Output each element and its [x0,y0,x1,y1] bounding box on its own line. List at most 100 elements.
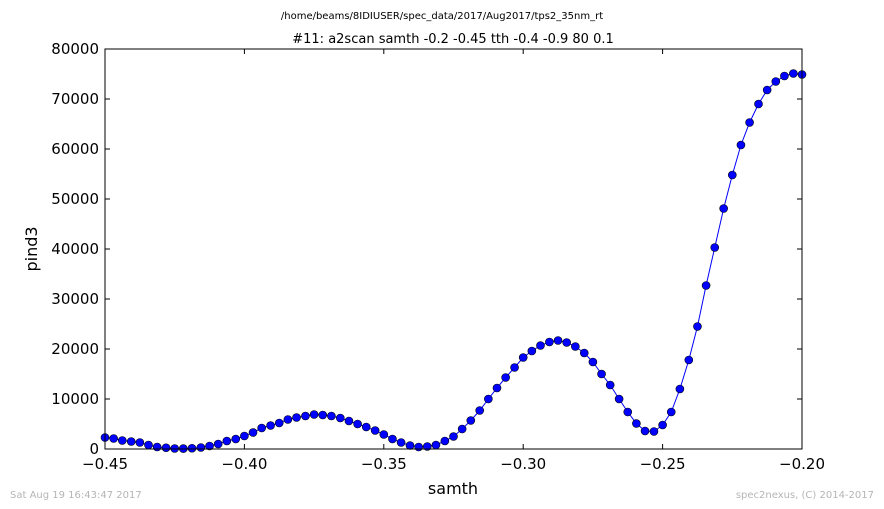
data-point [588,357,598,367]
data-point [571,342,580,351]
y-tick-label: 30000 [51,290,99,308]
data-point [701,281,711,290]
data-point [492,383,502,393]
file-path: /home/beams/8IDIUSER/spec_data/2017/Aug2… [281,11,603,22]
data-point [222,436,232,446]
data-point [248,428,258,437]
data-point [109,434,118,443]
data-point [684,355,694,365]
data-point [727,170,737,180]
data-point [144,440,153,450]
data-point [135,438,145,447]
data-point [693,322,702,331]
x-tick-label: −0.45 [82,455,128,473]
data-point [257,423,266,433]
data-point [396,438,406,447]
data-point [240,431,249,441]
data-point [283,415,293,424]
data-point [579,348,589,358]
x-tick-label: −0.20 [779,455,825,473]
data-point [475,406,485,415]
data-point [266,421,275,430]
y-tick-label: 10000 [51,390,99,408]
x-tick-label: −0.40 [221,455,267,473]
data-point [344,416,354,426]
x-tick-label: −0.25 [640,455,686,473]
y-axis-label: pind3 [22,226,41,271]
data-point [405,441,415,450]
data-point [274,418,284,428]
data-point [545,337,554,347]
data-point [117,436,127,445]
data-point [736,140,746,150]
data-point [553,336,563,345]
data-point [719,204,728,213]
series-line [104,72,803,450]
data-point [710,243,720,252]
data-point [213,439,223,449]
data-point [527,346,537,356]
data-point [231,434,241,444]
footer-timestamp: Sat Aug 19 16:43:47 2017 [10,490,142,501]
data-point [597,369,606,379]
y-tick-label: 80000 [51,40,99,58]
y-tick-label: 60000 [51,140,99,158]
data-point [632,419,641,428]
data-point [336,413,345,423]
data-point [449,432,458,441]
footer-credit: spec2nexus, (C) 2014-2017 [736,490,874,501]
data-point [623,407,633,417]
data-point [518,353,528,362]
y-tick-label: 50000 [51,190,99,208]
plot-frame [104,48,803,450]
data-point [353,419,362,429]
data-point [431,440,441,450]
data-point [754,99,763,109]
series-pind3 [100,69,807,453]
data-point [292,413,301,422]
data-point [605,380,615,390]
y-tick-label: 20000 [51,340,99,358]
data-point [388,434,397,444]
data-point [440,436,450,446]
data-point [649,427,659,436]
data-point [309,410,319,419]
data-point [771,77,781,86]
data-point [466,416,476,425]
data-point [658,420,667,430]
data-point [789,69,798,78]
data-point [152,442,162,452]
data-point [675,384,685,394]
data-point [457,424,467,434]
data-point [126,437,136,446]
data-point [361,422,371,432]
y-tick-label: 0 [89,440,99,458]
y-axis-ticks: 0 10000 20000 30000 40000 50000 60000 70000 8000… [51,40,802,458]
data-point [745,118,754,127]
data-point [614,394,624,404]
data-point [780,71,789,81]
data-point [205,441,214,451]
data-point [196,443,206,452]
data-point [510,363,519,372]
x-axis-label: samth [428,479,478,498]
data-point [536,341,545,350]
x-tick-label: −0.30 [500,455,546,473]
data-point [562,338,571,347]
data-point [327,411,336,421]
x-tick-label: −0.35 [361,455,407,473]
data-point [501,373,510,382]
data-point [161,443,171,453]
data-point [414,442,423,452]
data-point [301,411,310,421]
data-point [187,443,197,453]
data-point [666,407,676,417]
x-axis-ticks: −0.45 −0.40 −0.35 −0.30 −0.25 −0.20 [82,49,825,473]
data-point [370,426,380,435]
y-tick-label: 70000 [51,90,99,108]
y-tick-label: 40000 [51,240,99,258]
data-point [379,430,389,439]
data-point [762,85,772,95]
data-point [318,410,328,420]
